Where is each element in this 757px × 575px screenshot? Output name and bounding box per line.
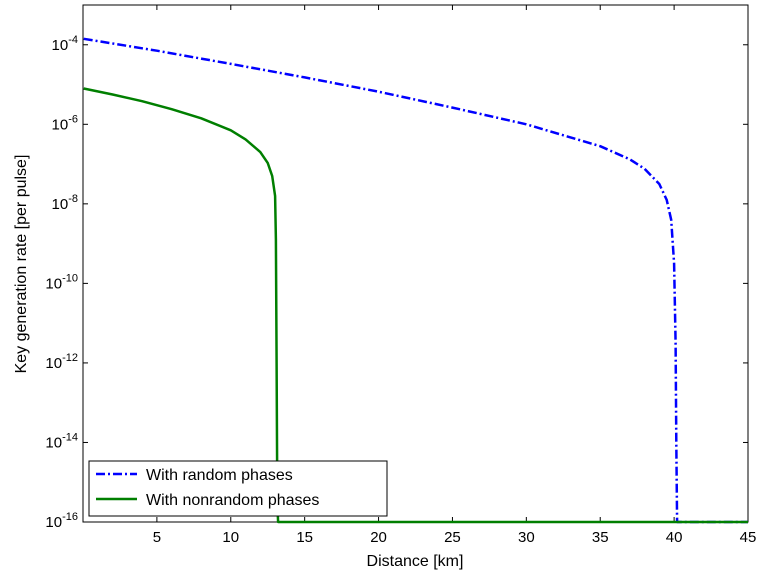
y-tick-base: 10 — [45, 355, 62, 372]
legend-label-random: With random phases — [146, 467, 293, 484]
y-tick-label: 10-16 — [45, 511, 78, 531]
legend: With random phases With nonrandom phases — [88, 460, 388, 517]
y-tick-base: 10 — [45, 514, 62, 531]
y-tick-base: 10 — [52, 116, 69, 133]
legend-box — [88, 460, 388, 517]
x-tick-label: 10 — [222, 529, 239, 546]
x-tick-label: 5 — [153, 529, 161, 546]
plot-area — [82, 4, 749, 523]
x-tick-label: 15 — [296, 529, 313, 546]
x-tick-label: 35 — [592, 529, 609, 546]
x-tick-label: 45 — [740, 529, 757, 546]
y-tick-base: 10 — [52, 37, 69, 54]
x-tick-label: 40 — [666, 529, 683, 546]
y-tick-label: 10-6 — [52, 113, 78, 133]
series-layer — [83, 37, 748, 524]
y-tick-exponent: -14 — [62, 431, 78, 443]
y-tick-base: 10 — [52, 196, 69, 213]
x-tick-label: 30 — [518, 529, 535, 546]
y-tick-exponent: -6 — [68, 113, 78, 125]
x-axis-label: Distance [km] — [367, 553, 464, 570]
series-line-nonrandom-phases — [83, 87, 748, 524]
y-tick-base: 10 — [45, 275, 62, 292]
y-tick-label: 10-12 — [45, 352, 78, 372]
y-tick-exponent: -12 — [62, 352, 78, 364]
x-tick-label: 25 — [444, 529, 461, 546]
y-tick-exponent: -8 — [68, 193, 78, 205]
y-tick-label: 10-10 — [45, 272, 78, 292]
y-tick-label: 10-8 — [52, 193, 78, 213]
y-axis-label: Key generation rate [per pulse] — [13, 155, 30, 374]
x-tick-label: 20 — [370, 529, 387, 546]
y-tick-exponent: -10 — [62, 272, 78, 284]
y-tick-label: 10-4 — [52, 34, 78, 54]
x-axis: 5 10 15 20 25 30 35 40 45 — [153, 5, 757, 546]
series-line-random-phases — [83, 37, 748, 524]
y-tick-exponent: -16 — [62, 511, 78, 523]
y-tick-label: 10-14 — [45, 431, 78, 451]
legend-label-nonrandom: With nonrandom phases — [146, 492, 319, 509]
y-tick-base: 10 — [45, 434, 62, 451]
y-tick-exponent: -4 — [68, 34, 78, 46]
